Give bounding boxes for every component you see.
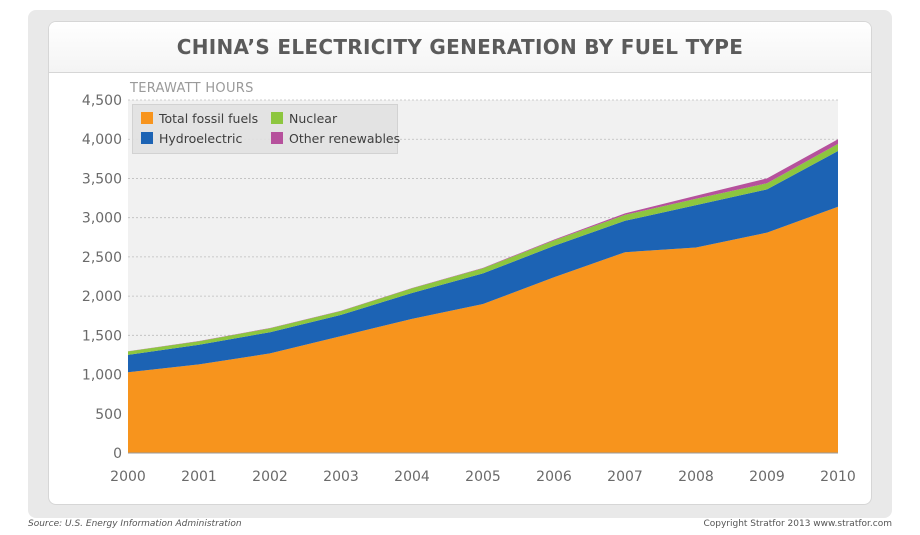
x-tick-label: 2006 bbox=[536, 469, 572, 485]
legend-label: Total fossil fuels bbox=[159, 111, 259, 126]
y-tick-label: 2,500 bbox=[82, 250, 122, 266]
legend-item-hydroelectric: Hydroelectric bbox=[141, 130, 242, 148]
x-tick-label: 2004 bbox=[394, 469, 430, 485]
y-tick-label: 3,500 bbox=[82, 171, 122, 187]
y-tick-label: 3,000 bbox=[82, 211, 122, 227]
source-note: Source: U.S. Energy Information Administ… bbox=[28, 519, 242, 529]
y-tick-label: 1,500 bbox=[82, 328, 122, 344]
y-tick-label: 2,000 bbox=[82, 289, 122, 305]
y-tick-label: 1,000 bbox=[82, 368, 122, 384]
copyright-note: Copyright Stratfor 2013 www.stratfor.com bbox=[703, 519, 892, 529]
x-tick-label: 2010 bbox=[820, 469, 856, 485]
x-tick-label: 2002 bbox=[252, 469, 288, 485]
x-tick-label: 2000 bbox=[110, 469, 146, 485]
legend-item-nuclear: Nuclear bbox=[271, 110, 337, 128]
legend-swatch bbox=[141, 132, 153, 144]
x-tick-label: 2003 bbox=[323, 469, 359, 485]
y-axis-label: TERAWATT HOURS bbox=[130, 81, 254, 96]
legend-label: Hydroelectric bbox=[159, 131, 243, 146]
legend: Total fossil fuels Nuclear Hydroelectric… bbox=[132, 104, 400, 154]
x-tick-label: 2009 bbox=[749, 469, 785, 485]
legend-swatch bbox=[271, 112, 283, 124]
legend-label: Other renewables bbox=[289, 131, 401, 146]
x-tick-label: 2007 bbox=[607, 469, 643, 485]
y-tick-label: 4,500 bbox=[82, 93, 122, 109]
legend-swatch bbox=[271, 132, 283, 144]
legend-label: Nuclear bbox=[289, 111, 338, 126]
x-tick-label: 2005 bbox=[465, 469, 501, 485]
area-series-hydroelectric bbox=[128, 151, 838, 373]
legend-swatch bbox=[141, 112, 153, 124]
y-tick-label: 4,000 bbox=[82, 132, 122, 148]
y-tick-label: 0 bbox=[113, 446, 122, 462]
x-tick-label: 2008 bbox=[678, 469, 714, 485]
area-series-total-fossil-fuels bbox=[128, 206, 838, 453]
x-tick-label: 2001 bbox=[181, 469, 217, 485]
y-tick-label: 500 bbox=[95, 407, 122, 423]
legend-item-total-fossil-fuels: Total fossil fuels bbox=[141, 110, 258, 128]
legend-item-other-renewables: Other renewables bbox=[271, 130, 400, 148]
chart-title: CHINA’S ELECTRICITY GENERATION BY FUEL T… bbox=[49, 22, 871, 73]
